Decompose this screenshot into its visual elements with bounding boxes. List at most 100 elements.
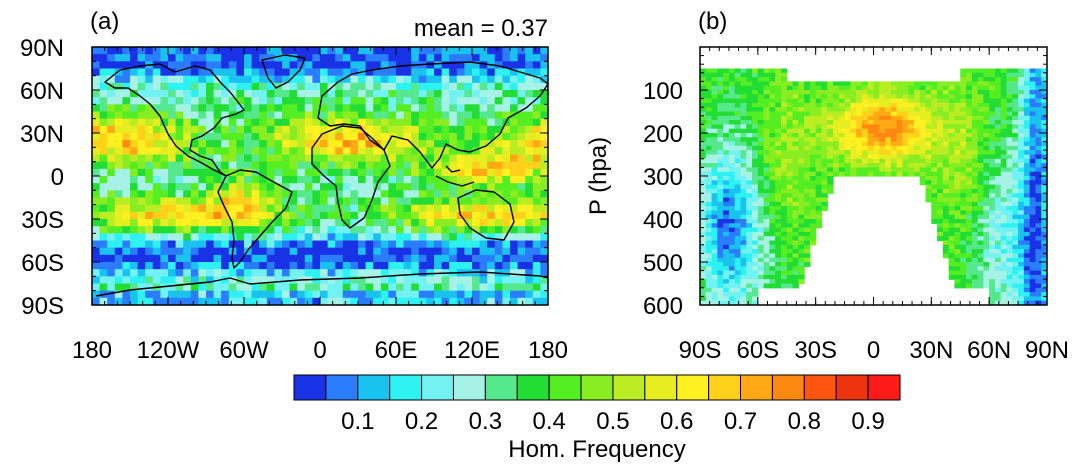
map-cell <box>99 233 108 242</box>
map-cell <box>411 104 420 113</box>
section-cell <box>705 249 713 254</box>
section-cell <box>804 102 811 108</box>
map-cell <box>259 247 268 256</box>
map-cell <box>221 233 230 242</box>
section-cell <box>954 223 961 229</box>
map-cell <box>304 90 313 98</box>
section-cell <box>1023 219 1031 224</box>
map-cell <box>190 161 199 170</box>
map-cell <box>380 204 389 213</box>
map-cell <box>244 147 253 156</box>
map-cell <box>487 226 496 234</box>
map-cell <box>464 233 473 242</box>
map-cell <box>114 68 123 77</box>
map-cell <box>168 140 177 148</box>
section-cell <box>723 262 730 267</box>
section-cell <box>798 81 805 87</box>
section-cell <box>757 270 765 276</box>
map-cell <box>373 54 382 62</box>
section-cell <box>971 279 979 285</box>
map-cell <box>540 269 548 277</box>
map-cell <box>289 140 298 148</box>
map-cell <box>289 269 298 277</box>
section-cell <box>757 133 765 138</box>
section-cell <box>1000 257 1008 263</box>
section-cell <box>902 115 909 121</box>
map-cell <box>168 68 177 77</box>
section-cell <box>786 98 794 104</box>
map-cell <box>221 75 230 84</box>
map-cell <box>441 204 450 213</box>
section-cell <box>775 240 782 246</box>
section-cell <box>977 163 984 168</box>
section-cell <box>937 171 944 177</box>
section-cell <box>717 94 724 100</box>
map-cell <box>213 47 222 55</box>
map-cell <box>130 161 139 170</box>
map-cell <box>107 269 116 277</box>
section-cell <box>711 257 718 263</box>
section-cell <box>919 115 927 121</box>
section-cell <box>821 102 828 108</box>
map-cell <box>441 183 450 191</box>
map-cell <box>198 125 207 134</box>
map-cell <box>434 247 443 256</box>
map-cell <box>350 233 359 242</box>
section-cell <box>960 184 967 190</box>
section-cell <box>913 81 921 87</box>
map-cell <box>251 61 260 70</box>
section-cell <box>1035 163 1042 168</box>
section-cell <box>1006 236 1013 242</box>
section-cell <box>786 266 794 272</box>
section-cell <box>966 133 973 138</box>
section-cell <box>780 145 788 151</box>
map-cell <box>130 204 139 213</box>
map-cell <box>502 140 511 148</box>
map-cell <box>236 90 245 98</box>
section-cell <box>960 120 967 125</box>
section-cell <box>913 120 921 125</box>
map-cell <box>532 283 541 292</box>
section-cell <box>780 128 788 134</box>
section-cell <box>786 193 794 199</box>
section-cell <box>752 193 759 199</box>
section-cell <box>844 171 851 177</box>
section-cell <box>989 98 996 104</box>
section-cell <box>705 77 713 82</box>
section-cell <box>942 115 950 121</box>
map-cell <box>244 97 253 105</box>
map-cell <box>130 168 139 177</box>
map-cell <box>510 190 519 199</box>
map-cell <box>388 219 397 227</box>
map-cell <box>312 297 321 305</box>
section-cell <box>734 223 742 229</box>
section-cell <box>757 94 765 100</box>
section-cell <box>942 240 950 246</box>
section-cell <box>746 94 753 100</box>
map-cell <box>388 68 397 77</box>
map-cell <box>487 68 496 77</box>
map-cell <box>114 97 123 105</box>
map-cell <box>266 61 275 70</box>
map-cell <box>137 233 146 242</box>
section-cell <box>885 107 892 113</box>
map-cell <box>130 111 139 120</box>
section-cell <box>1023 180 1031 186</box>
map-cell <box>160 168 169 177</box>
section-cell <box>937 193 944 199</box>
map-cell <box>464 75 473 84</box>
section-cell <box>942 188 950 194</box>
map-cell <box>137 247 146 256</box>
section-cell <box>856 150 863 156</box>
section-cell <box>861 163 869 168</box>
map-cell <box>122 97 131 105</box>
map-cell <box>426 154 435 163</box>
section-cell <box>752 111 759 117</box>
map-cell <box>244 219 253 227</box>
map-cell <box>342 226 351 234</box>
section-cell <box>711 94 718 100</box>
section-cell <box>954 270 961 276</box>
map-cell <box>175 211 184 220</box>
map-cell <box>206 168 215 177</box>
section-cell <box>1035 176 1042 181</box>
